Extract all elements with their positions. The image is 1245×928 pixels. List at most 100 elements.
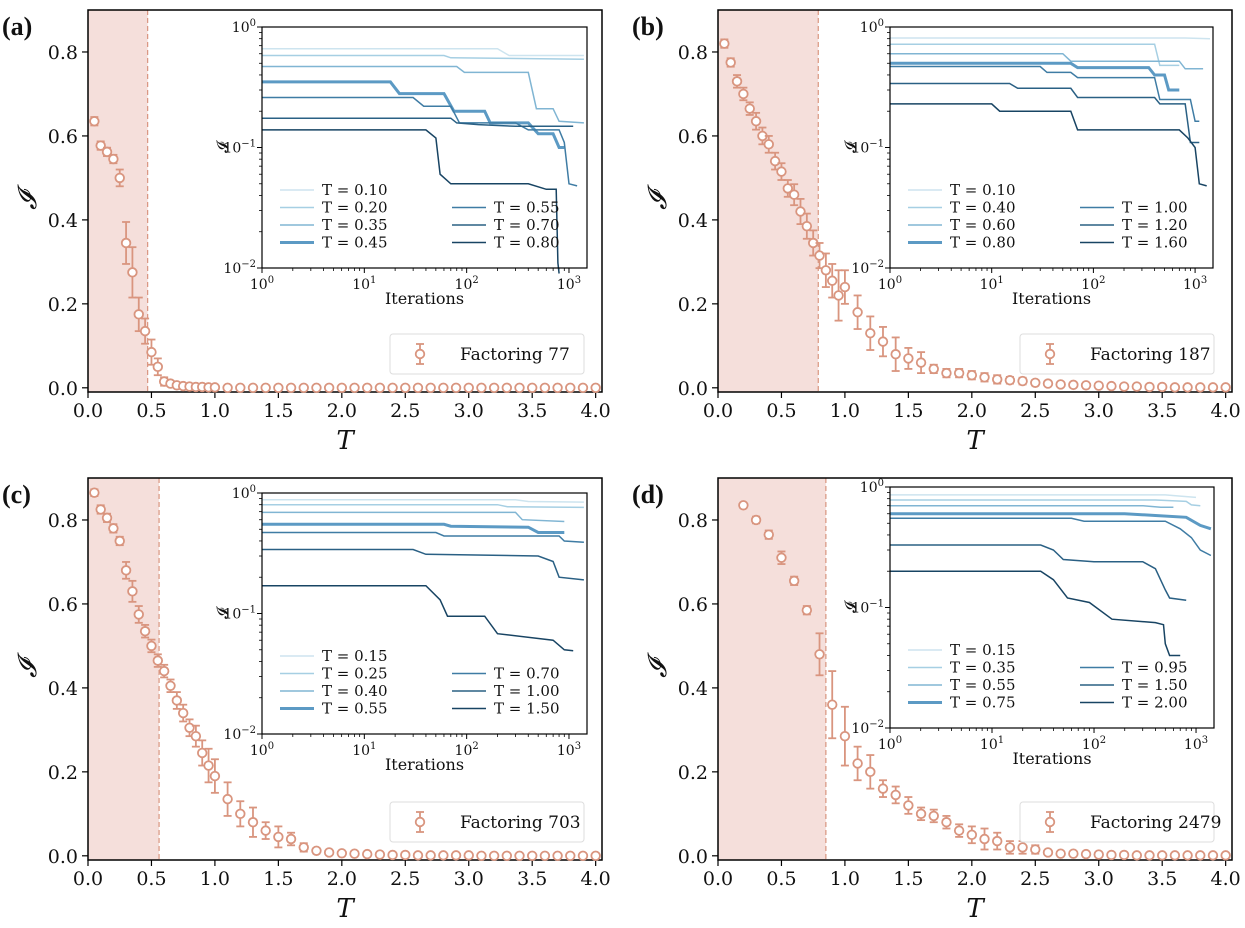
- x-axis-label: T: [966, 894, 985, 924]
- data-point: [374, 849, 386, 860]
- legend-box: [1019, 333, 1215, 375]
- point-marker: [750, 116, 762, 127]
- data-point: [782, 179, 794, 198]
- data-point: [992, 374, 1003, 385]
- data-point: [966, 825, 978, 845]
- data-point: [719, 38, 730, 49]
- point-marker: [260, 825, 271, 836]
- x-tick-label: 2.5: [1020, 400, 1050, 422]
- data-point: [209, 382, 221, 393]
- point-marker: [966, 829, 978, 841]
- legend-box: [389, 801, 585, 843]
- point-marker: [298, 382, 309, 394]
- data-point: [114, 168, 125, 188]
- point-marker: [514, 382, 525, 394]
- y-tick-label: 0.2: [678, 762, 708, 784]
- inset-series-line: [262, 584, 574, 652]
- y-tick-label: 0.6: [678, 594, 708, 616]
- point-marker: [114, 172, 125, 184]
- y-tick-label: 0.4: [678, 678, 708, 700]
- y-tick-label: 0.4: [678, 210, 708, 232]
- data-point: [577, 850, 589, 862]
- data-point: [941, 367, 952, 379]
- point-marker: [450, 382, 462, 394]
- inset-y-tick-label: 100: [232, 18, 256, 36]
- inset-legend-label: T = 0.35: [950, 659, 1016, 677]
- y-axis-label: 𝓘: [643, 184, 673, 210]
- point-marker: [1207, 382, 1219, 393]
- point-marker: [108, 523, 119, 534]
- data-point: [539, 850, 551, 862]
- x-tick-label: 2.0: [957, 868, 987, 890]
- point-marker: [101, 512, 113, 524]
- point-marker: [744, 103, 755, 114]
- x-tick-label: 3.0: [454, 868, 484, 890]
- inset-series-line: [890, 103, 1207, 187]
- data-point: [488, 382, 500, 394]
- point-marker: [1030, 377, 1041, 388]
- data-point: [1156, 850, 1168, 861]
- y-tick-label: 0.0: [48, 846, 78, 868]
- data-point: [903, 796, 914, 815]
- point-marker: [1156, 850, 1168, 861]
- data-point: [139, 317, 151, 345]
- point-marker: [877, 336, 889, 347]
- point-marker: [108, 153, 119, 165]
- inset-series-line: [262, 548, 584, 581]
- inset-x-tick-label: 100: [250, 741, 274, 759]
- data-point: [89, 487, 100, 498]
- data-point: [400, 382, 411, 394]
- point-marker: [114, 535, 125, 547]
- point-marker: [336, 382, 348, 394]
- point-marker: [101, 146, 113, 158]
- data-point: [820, 252, 832, 288]
- point-marker: [1131, 381, 1143, 392]
- data-point: [285, 831, 297, 847]
- x-tick-label: 3.0: [454, 400, 484, 422]
- data-point: [877, 326, 889, 358]
- x-axis-label: T: [336, 426, 355, 456]
- inset-legend-label: T = 0.70: [494, 665, 560, 683]
- y-tick-label: 0.4: [48, 210, 78, 232]
- data-point: [1042, 378, 1054, 389]
- data-point: [1004, 375, 1016, 386]
- data-point: [1068, 848, 1079, 859]
- x-tick-label: 3.5: [517, 868, 547, 890]
- inset-chart: 100 101 102 103 10−2 10−1 100 Iterations 𝓘 T = 0.…: [841, 18, 1214, 308]
- data-point: [1055, 379, 1066, 390]
- x-tick-label: 1.5: [263, 868, 293, 890]
- point-marker: [247, 817, 259, 828]
- x-tick-label: 4.0: [1211, 400, 1241, 422]
- inset-x-axis-label: Iterations: [1012, 289, 1091, 308]
- point-marker: [903, 353, 914, 364]
- inset-legend-label: T = 0.45: [322, 234, 388, 252]
- data-point: [877, 779, 889, 798]
- data-point: [839, 705, 851, 767]
- inset-legend-label: T = 0.25: [322, 665, 388, 683]
- inset-legend-label: T = 0.80: [950, 234, 1016, 252]
- data-point: [565, 850, 576, 862]
- point-marker: [1042, 378, 1054, 389]
- inset-series-line: [890, 504, 1174, 508]
- x-tick-label: 0.0: [703, 868, 733, 890]
- inset-y-tick-label: 100: [860, 18, 884, 36]
- x-tick-label: 1.0: [200, 400, 230, 422]
- inset-series-line: [890, 43, 1180, 67]
- point-marker: [1195, 382, 1206, 393]
- point-marker: [852, 307, 863, 318]
- point-marker: [890, 349, 901, 360]
- inset-x-tick-label: 101: [980, 735, 1004, 753]
- point-marker: [95, 504, 106, 515]
- data-point: [1169, 850, 1181, 861]
- point-marker: [488, 382, 500, 394]
- point-marker: [552, 850, 563, 862]
- point-marker: [514, 850, 525, 862]
- data-point: [1055, 848, 1066, 859]
- point-marker: [827, 275, 838, 286]
- x-tick-label: 2.5: [390, 400, 420, 422]
- data-point: [247, 382, 259, 394]
- data-point: [1182, 382, 1193, 393]
- y-tick-label: 0.8: [48, 510, 78, 532]
- y-axis-label: 𝓘: [643, 652, 673, 678]
